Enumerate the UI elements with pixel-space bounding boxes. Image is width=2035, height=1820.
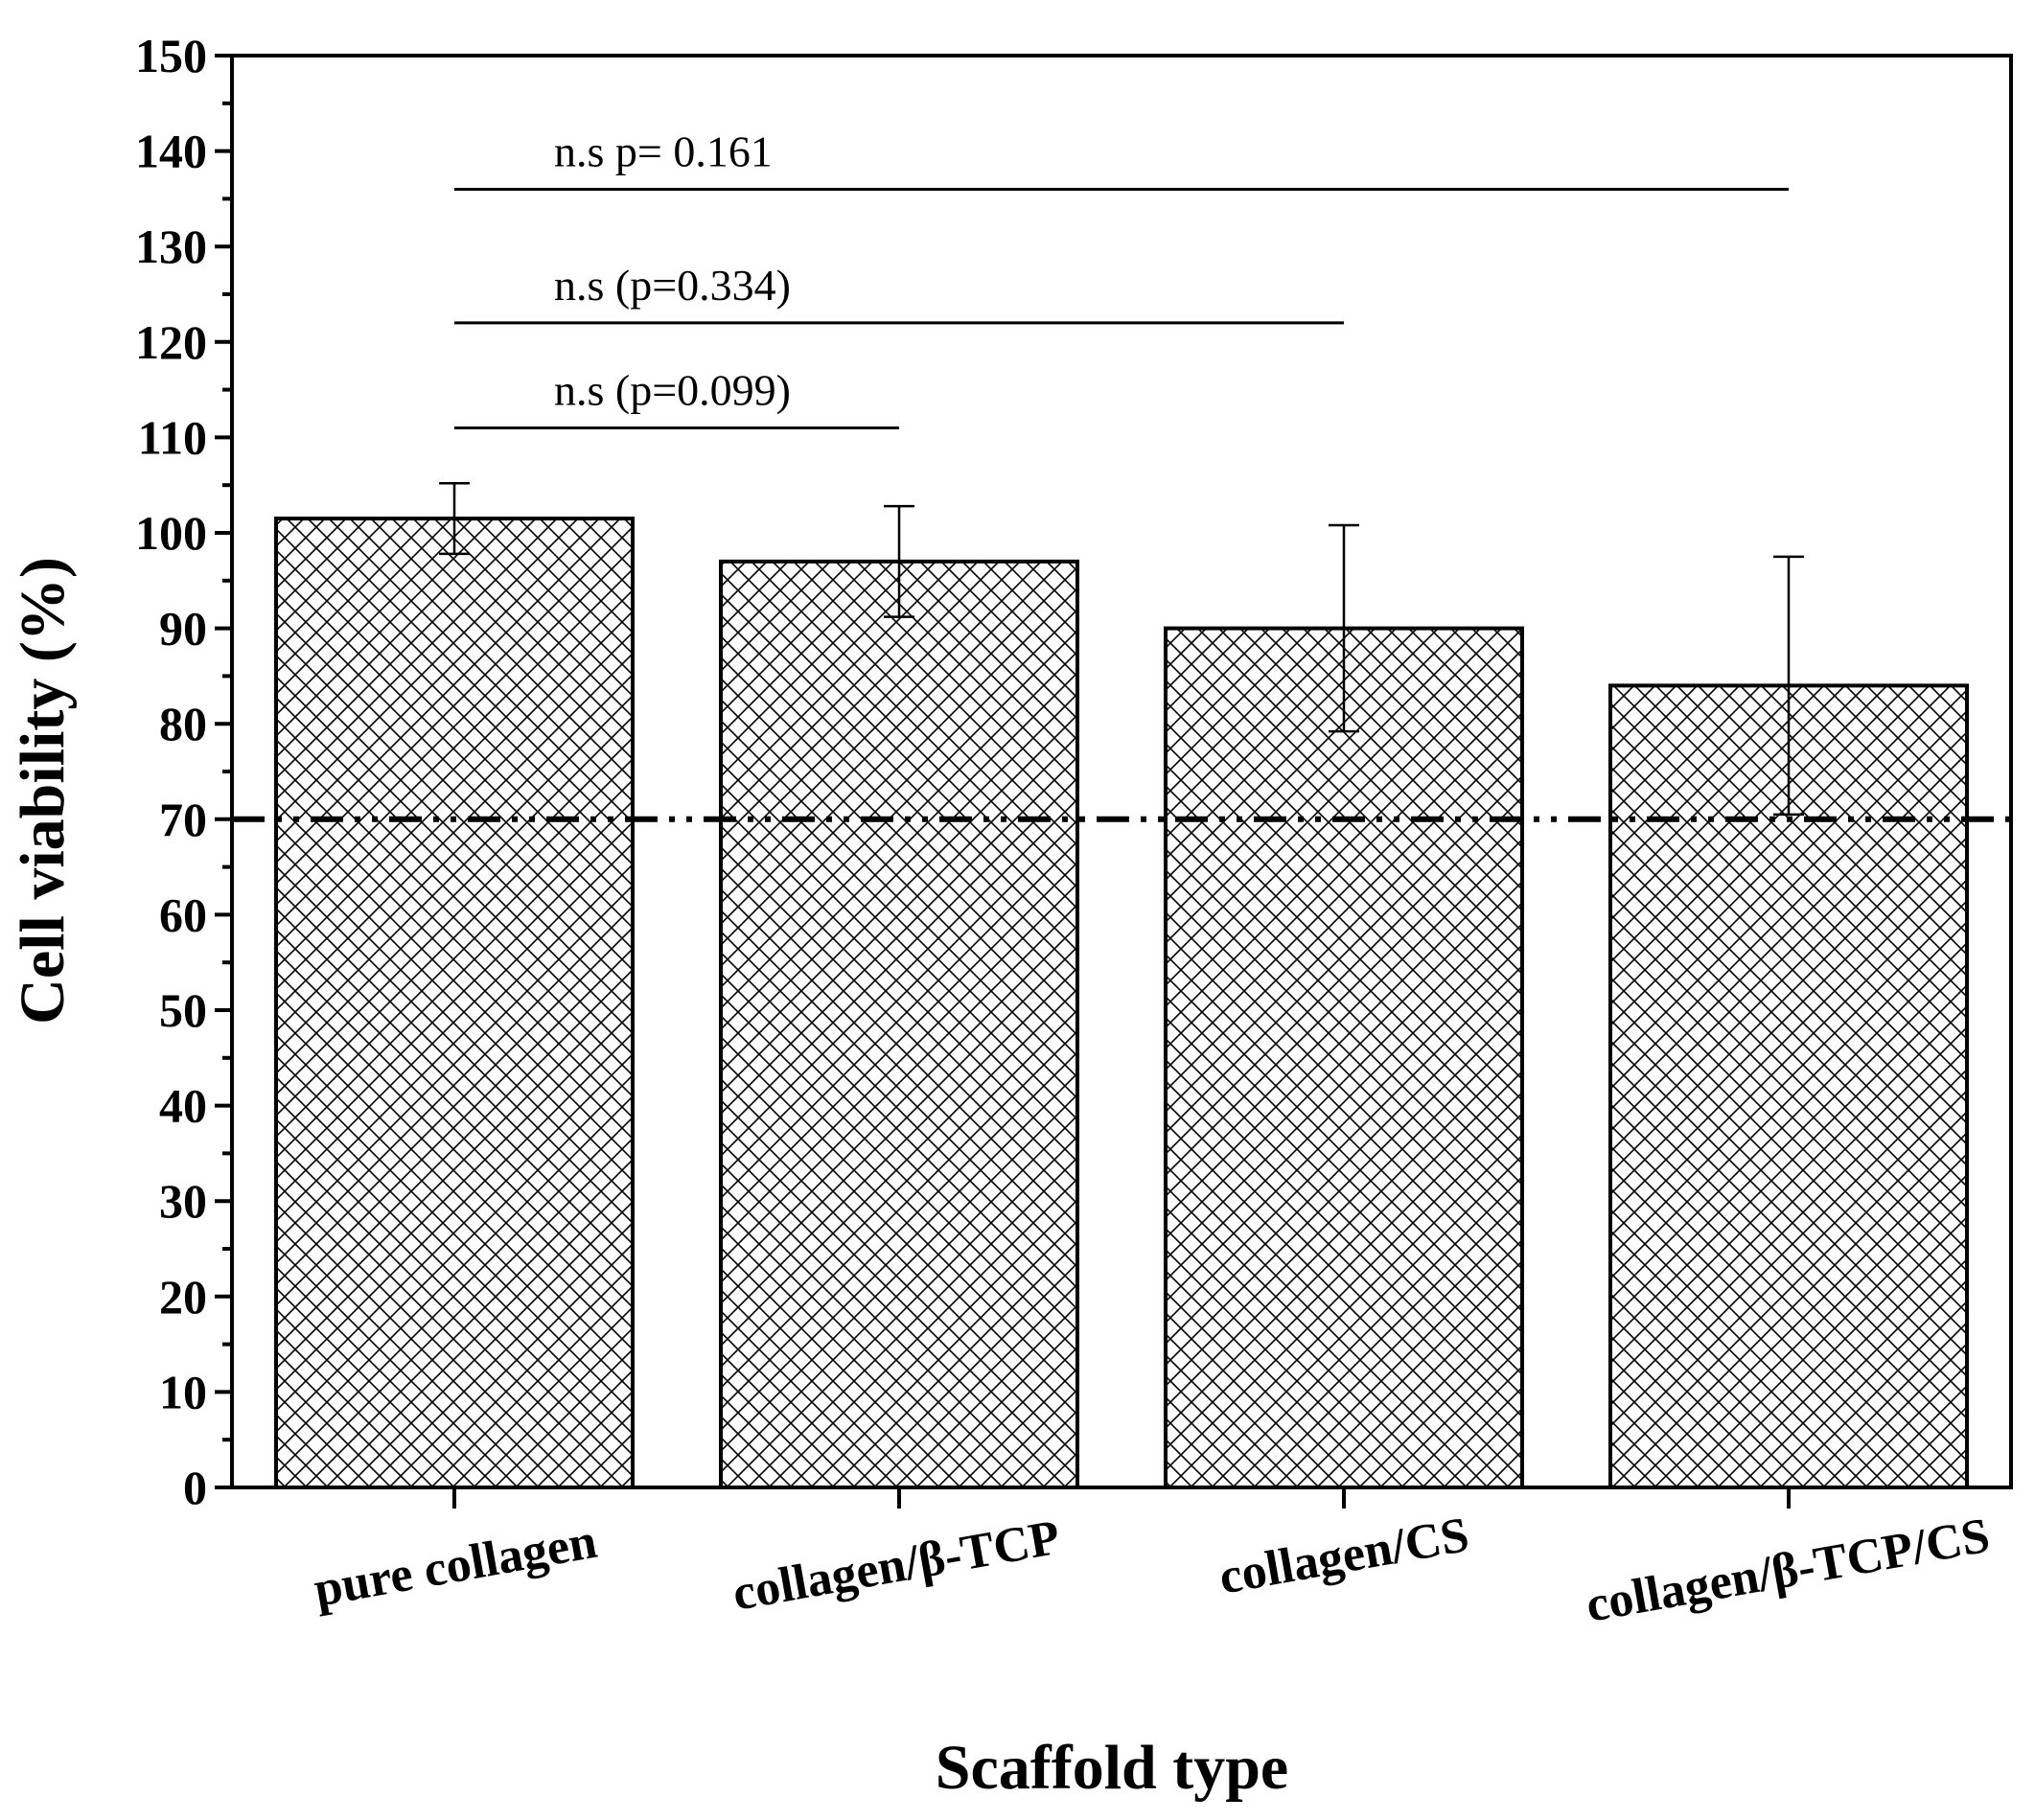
x-axis-title: Scaffold type [936, 1733, 1288, 1803]
significance-label-2: n.s (p=0.334) [554, 261, 791, 310]
y-tick-label: 40 [159, 1079, 207, 1133]
y-axis-title: Cell viability (%) [8, 557, 78, 1025]
y-tick-label: 50 [159, 983, 207, 1037]
y-tick-label: 70 [159, 793, 207, 846]
y-tick-label: 0 [183, 1461, 207, 1514]
y-tick-label: 60 [159, 887, 207, 941]
bar-2 [719, 559, 1079, 1489]
x-category-label-2: collagen/β-TCP [728, 1510, 1064, 1622]
y-tick-label: 100 [135, 506, 207, 560]
significance-label-1: n.s (p=0.099) [554, 365, 791, 414]
x-category-label-1: pure collagen [310, 1514, 600, 1618]
y-tick-label: 80 [159, 697, 207, 750]
significance-label-3: n.s p= 0.161 [554, 127, 773, 175]
y-tick-label: 120 [135, 315, 207, 369]
y-tick-label: 90 [159, 602, 207, 656]
y-tick-label: 140 [135, 125, 207, 178]
y-tick-label: 30 [159, 1174, 207, 1228]
y-tick-label: 20 [159, 1270, 207, 1324]
y-tick-label: 110 [138, 410, 207, 464]
y-tick-label: 130 [135, 219, 207, 273]
y-tick-label: 150 [135, 29, 207, 82]
x-category-label-3: collagen/CS [1215, 1508, 1473, 1605]
bar-3 [1164, 626, 1524, 1489]
y-tick-label: 10 [159, 1365, 207, 1418]
bar-1 [274, 517, 635, 1489]
x-category-label-4: collagen/β-TCP/CS [1582, 1509, 1993, 1633]
